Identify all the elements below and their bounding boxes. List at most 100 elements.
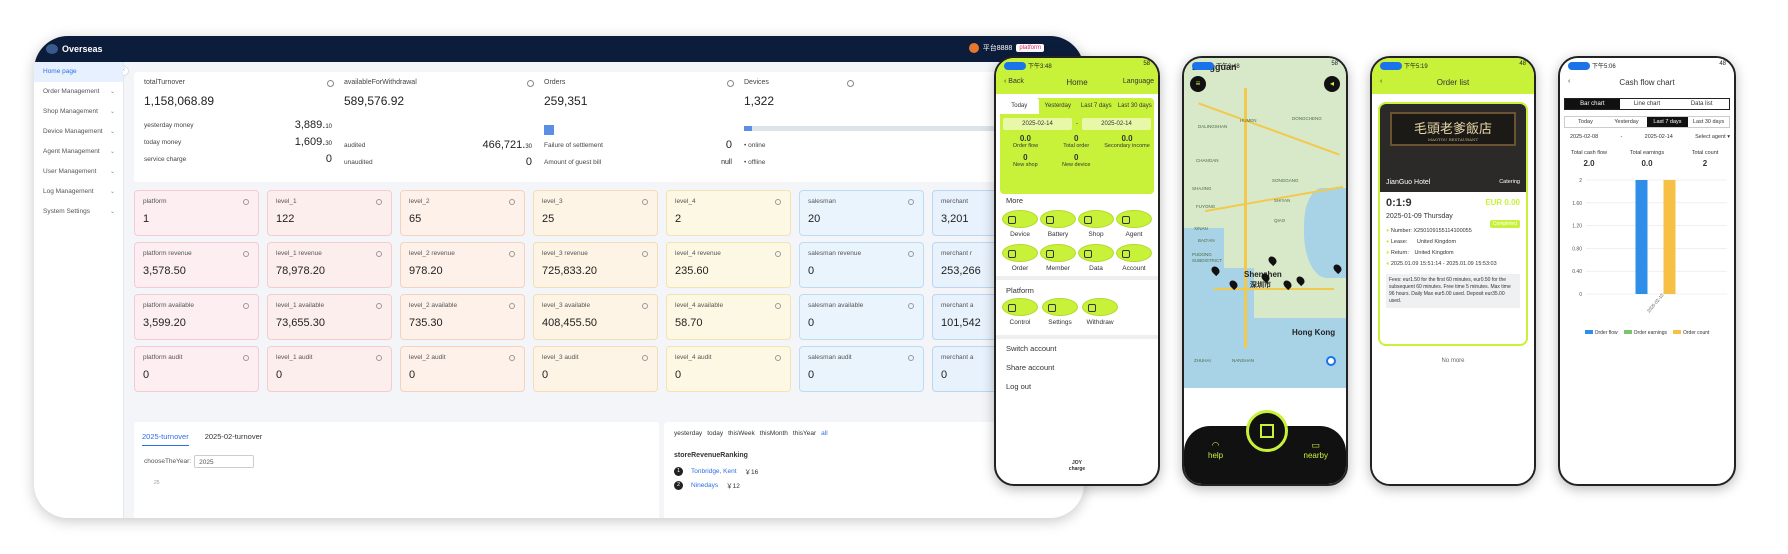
metric-card[interactable]: salesman available 0 xyxy=(799,294,924,340)
metric-card[interactable]: level_3 available 408,455.50 xyxy=(533,294,658,340)
help-icon[interactable] xyxy=(243,199,249,205)
rank-store-link[interactable]: Tonbridge, Kent xyxy=(691,467,737,475)
order-card[interactable]: 毛頭老爹飯店 MAOTOU RESTAURANT JianGuo Hotel Cat… xyxy=(1378,102,1528,346)
scan-button[interactable] xyxy=(1246,410,1288,452)
metric-card[interactable]: level_4 2 xyxy=(666,190,791,236)
legend-item[interactable]: Order earnings xyxy=(1623,330,1667,336)
shop-button[interactable]: Shop xyxy=(1078,210,1114,238)
data-button[interactable]: Data xyxy=(1078,244,1114,272)
metric-card[interactable]: level_2 audit 0 xyxy=(400,346,525,392)
back-icon[interactable]: ‹ xyxy=(1380,78,1383,85)
battery-button[interactable]: Battery xyxy=(1040,210,1076,238)
legend-item[interactable]: Order count xyxy=(1673,330,1709,336)
help-icon[interactable] xyxy=(727,80,734,87)
announcement-icon[interactable]: ◂ xyxy=(1324,76,1340,92)
help-icon[interactable] xyxy=(775,251,781,257)
back-button[interactable]: ‹ Back xyxy=(1004,78,1024,85)
language-button[interactable]: Language xyxy=(1122,78,1154,85)
metric-card[interactable]: platform 1 xyxy=(134,190,259,236)
period-tab[interactable]: Today xyxy=(1578,119,1593,125)
help-icon[interactable] xyxy=(509,251,515,257)
chart-type-tab[interactable]: Data list xyxy=(1690,101,1713,107)
help-icon[interactable] xyxy=(376,199,382,205)
rank-store-link[interactable]: Ninedays xyxy=(691,481,719,489)
device-button[interactable]: Device xyxy=(1002,210,1038,238)
date-to[interactable]: 2025-02-14 xyxy=(1644,134,1673,140)
metric-card[interactable]: level_4 available 58.70 xyxy=(666,294,791,340)
metric-card[interactable]: level_2 available 735.30 xyxy=(400,294,525,340)
nearby-button[interactable]: ▭ nearby xyxy=(1303,440,1328,460)
metric-card[interactable]: level_3 audit 0 xyxy=(533,346,658,392)
help-icon[interactable] xyxy=(327,80,334,87)
withdraw-button[interactable]: Withdraw xyxy=(1082,298,1118,326)
chart-type-tab[interactable]: Bar chart xyxy=(1565,99,1620,109)
sidebar-item[interactable]: Shop Management ⌄ xyxy=(34,102,123,122)
help-icon[interactable] xyxy=(908,303,914,309)
locate-icon[interactable] xyxy=(1326,356,1336,366)
account-link[interactable]: Share account xyxy=(1006,363,1055,372)
help-icon[interactable] xyxy=(376,251,382,257)
sidebar-item[interactable]: Log Management ⌄ xyxy=(34,182,123,202)
metric-card[interactable]: platform audit 0 xyxy=(134,346,259,392)
station-pin-icon[interactable] xyxy=(1294,274,1307,287)
help-icon[interactable] xyxy=(847,80,854,87)
help-icon[interactable] xyxy=(908,355,914,361)
sidebar-item[interactable]: System Settings ⌄ xyxy=(34,202,123,222)
period-tab[interactable]: Last 30 days xyxy=(1117,103,1152,109)
metric-card[interactable]: level_1 revenue 78,978.20 xyxy=(267,242,392,288)
filter-yesterday[interactable]: yesterday xyxy=(674,430,703,437)
metric-card[interactable]: platform revenue 3,578.50 xyxy=(134,242,259,288)
chart-type-tab[interactable]: Line chart xyxy=(1633,101,1661,107)
help-icon[interactable] xyxy=(908,251,914,257)
bar-order-flow[interactable] xyxy=(1635,180,1648,294)
filter-thisYear[interactable]: thisYear xyxy=(792,430,817,437)
period-tab[interactable]: Yesterday xyxy=(1044,103,1071,109)
filter-all[interactable]: all xyxy=(821,430,828,437)
metric-card[interactable]: level_2 revenue 978.20 xyxy=(400,242,525,288)
agent-button[interactable]: Agent xyxy=(1116,210,1152,238)
help-icon[interactable] xyxy=(376,303,382,309)
period-tab[interactable]: Last 7 days xyxy=(1647,117,1688,127)
period-tab[interactable]: Last 30 days xyxy=(1692,119,1725,125)
metric-card[interactable]: salesman revenue 0 xyxy=(799,242,924,288)
sidebar-item[interactable]: Home page xyxy=(34,62,123,82)
metric-card[interactable]: level_1 audit 0 xyxy=(267,346,392,392)
account-link[interactable]: Log out xyxy=(1006,382,1032,391)
settings-button[interactable]: Settings xyxy=(1042,298,1078,326)
help-icon[interactable] xyxy=(908,199,914,205)
metric-card[interactable]: level_4 revenue 235.60 xyxy=(666,242,791,288)
period-tab[interactable]: Yesterday xyxy=(1614,119,1639,125)
help-icon[interactable] xyxy=(642,355,648,361)
account-button[interactable]: Account xyxy=(1116,244,1152,272)
metric-card[interactable]: level_3 25 xyxy=(533,190,658,236)
help-icon[interactable] xyxy=(527,80,534,87)
legend-item[interactable]: Order flow xyxy=(1584,330,1618,336)
filter-thisMonth[interactable]: thisMonth xyxy=(759,430,788,437)
date-from[interactable]: 2025-02-08 xyxy=(1570,134,1599,140)
help-icon[interactable] xyxy=(642,199,648,205)
map[interactable]: Dongguan DALINGSHAN HUMEN DONGCHENG CHANGAN S… xyxy=(1184,58,1346,388)
help-icon[interactable] xyxy=(642,303,648,309)
filter-today[interactable]: today xyxy=(707,430,724,437)
account-link[interactable]: Switch account xyxy=(1006,344,1057,353)
metric-card[interactable]: level_1 available 73,655.30 xyxy=(267,294,392,340)
help-icon[interactable] xyxy=(775,199,781,205)
help-icon[interactable] xyxy=(243,303,249,309)
metric-card[interactable]: platform available 3,599.20 xyxy=(134,294,259,340)
control-button[interactable]: Control xyxy=(1002,298,1038,326)
help-button[interactable]: ◠ help xyxy=(1208,440,1224,460)
sidebar-item[interactable]: Order Management ⌄ xyxy=(34,82,123,102)
date-from[interactable]: 2025-02-14 xyxy=(1003,118,1072,130)
help-icon[interactable] xyxy=(642,251,648,257)
select-agent-dropdown[interactable]: Select agent ▾ xyxy=(1695,134,1730,140)
metric-card[interactable]: level_2 65 xyxy=(400,190,525,236)
help-icon[interactable] xyxy=(775,355,781,361)
metric-card[interactable]: level_3 revenue 725,833.20 xyxy=(533,242,658,288)
station-pin-icon[interactable] xyxy=(1266,254,1279,267)
metric-card[interactable]: level_4 audit 0 xyxy=(666,346,791,392)
help-icon[interactable] xyxy=(376,355,382,361)
date-to[interactable]: 2025-02-14 xyxy=(1082,118,1151,130)
period-tab[interactable]: Today xyxy=(1000,98,1039,114)
sidebar-item[interactable]: Agent Management ⌄ xyxy=(34,142,123,162)
help-icon[interactable] xyxy=(243,251,249,257)
